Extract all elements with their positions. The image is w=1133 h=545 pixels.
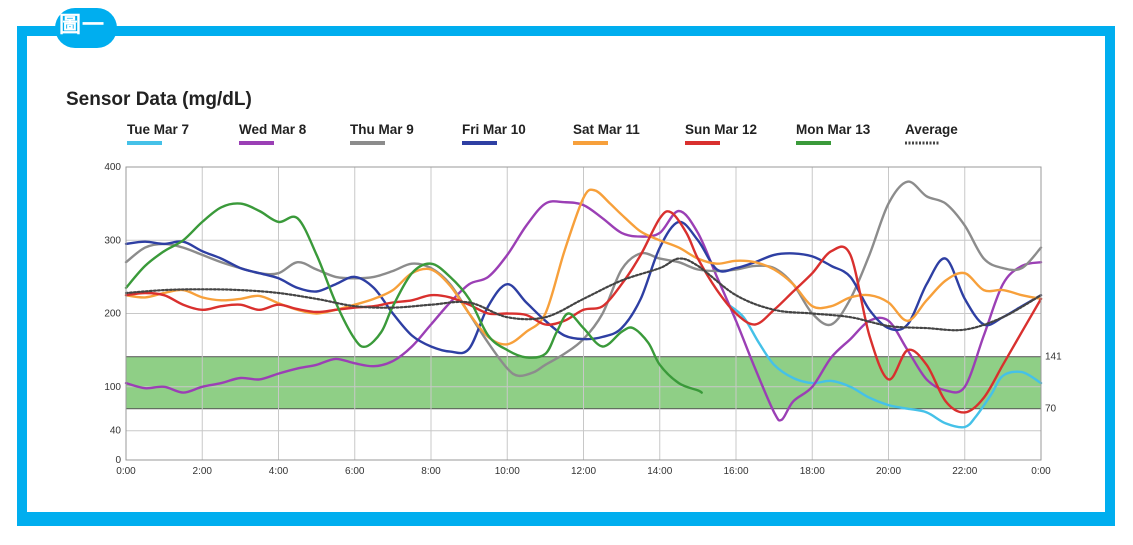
x-tick-label: 14:00: [647, 466, 672, 477]
y-tick-label: 200: [104, 309, 121, 320]
axis-layer: 0:00 2:00 4:00 6:00 8:00 10:00 12:00 14:00 16:00…: [104, 162, 1062, 477]
figure-badge-label: 圖一: [59, 13, 106, 38]
y-tick-label: 0: [115, 455, 121, 466]
x-tick-label: 6:00: [345, 466, 365, 477]
range-high-label: 141: [1045, 352, 1062, 363]
legend-label-average: Average: [905, 122, 958, 137]
series-line-fri-mar-10: [124, 220, 1043, 355]
legend-layer: Tue Mar 7 Wed Mar 8 Thu Mar 9 Fri Mar 10 Sat…: [127, 122, 958, 145]
range-low-label: 70: [1045, 404, 1057, 415]
series-line-tue-mar-7: [727, 303, 1043, 429]
x-tick-label: 22:00: [952, 466, 977, 477]
x-tick-label: 0:00: [116, 466, 136, 477]
legend-label-sat-mar-11: Sat Mar 11: [573, 122, 640, 137]
y-tick-label: 40: [110, 426, 122, 437]
legend-label-mon-mar-13: Mon Mar 13: [796, 122, 871, 137]
series-line-thu-mar-9: [124, 180, 1043, 378]
x-tick-label: 10:00: [495, 466, 520, 477]
plot-border: [125, 166, 1042, 461]
legend-label-sun-mar-12: Sun Mar 12: [685, 122, 757, 137]
y-tick-label: 300: [104, 235, 121, 246]
series-line-mon-mar-13: [124, 202, 703, 394]
series-line-sun-mar-12: [124, 210, 1043, 414]
chart-panel: [27, 36, 1105, 512]
chart-title: Sensor Data (mg/dL): [66, 89, 252, 110]
x-tick-label: 8:00: [421, 466, 441, 477]
legend-label-tue-mar-7: Tue Mar 7: [127, 122, 189, 137]
x-tick-label: 12:00: [571, 466, 596, 477]
x-tick-label: 2:00: [193, 466, 213, 477]
legend-label-thu-mar-9: Thu Mar 9: [350, 122, 414, 137]
series-line-average: [124, 257, 1043, 332]
series-layer: [124, 180, 1043, 429]
series-line-wed-mar-8: [124, 200, 1043, 422]
x-tick-label: 0:00: [1031, 466, 1051, 477]
y-tick-label: 100: [104, 382, 121, 393]
x-tick-label: 16:00: [723, 466, 748, 477]
grid-layer: [125, 166, 1042, 461]
legend-label-fri-mar-10: Fri Mar 10: [462, 122, 526, 137]
x-tick-label: 18:00: [800, 466, 825, 477]
x-tick-label: 4:00: [269, 466, 289, 477]
figure-badge: [55, 8, 117, 48]
y-tick-label: 400: [104, 162, 121, 173]
x-tick-label: 20:00: [876, 466, 901, 477]
legend-label-wed-mar-8: Wed Mar 8: [239, 122, 307, 137]
